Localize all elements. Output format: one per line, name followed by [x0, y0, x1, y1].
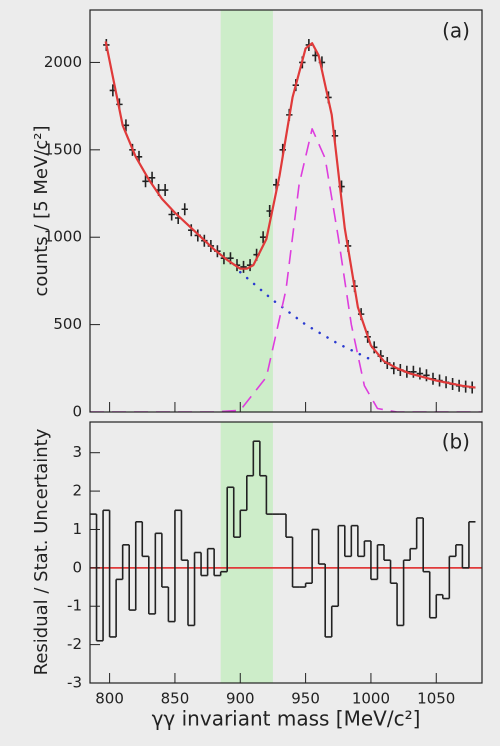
x-tick-label: 800	[95, 690, 124, 708]
x-tick-label: 1000	[352, 690, 390, 708]
fit-curve	[104, 41, 476, 389]
data-point	[181, 203, 188, 216]
data-point	[240, 260, 247, 273]
data-point	[148, 171, 156, 184]
y-tick-label: 1	[72, 520, 82, 538]
x-tick-label: 1050	[417, 690, 455, 708]
data-point	[416, 367, 424, 380]
y-tick-label: -1	[67, 597, 82, 615]
fit-curve	[90, 128, 482, 412]
x-tick-label: 900	[226, 690, 255, 708]
data-point	[142, 175, 149, 188]
y-tick-label: 500	[53, 315, 82, 333]
x-tick-label: 950	[291, 690, 320, 708]
y-tick-label: 2	[72, 482, 82, 500]
panel-label: (a)	[442, 19, 470, 43]
y-axis-label: Residual / Stat. Uncertainty	[31, 428, 52, 675]
plot-area	[90, 422, 482, 683]
x-axis-label: γγ invariant mass [MeV/c²]	[152, 707, 421, 731]
y-tick-label: 1500	[44, 140, 82, 158]
y-axis-label: counts / [5 MeV/c²]	[31, 126, 52, 297]
y-tick-label: -2	[67, 635, 82, 653]
data-point	[423, 369, 430, 382]
y-tick-label: 0	[72, 558, 82, 576]
y-tick-label: 0	[72, 403, 82, 421]
data-point	[161, 184, 169, 197]
data-point	[259, 231, 267, 244]
plot-frame	[89, 9, 483, 413]
plot-area	[90, 10, 482, 412]
data-point	[410, 365, 417, 378]
y-tick-label: -3	[67, 674, 82, 692]
highlight-band	[220, 10, 273, 412]
panel-label: (b)	[442, 430, 470, 454]
y-tick-label: 3	[72, 443, 82, 461]
x-tick-label: 850	[161, 690, 190, 708]
plot-frame	[89, 421, 483, 684]
y-tick-label: 2000	[44, 53, 82, 71]
highlight-band	[220, 422, 273, 683]
y-tick-label: 1000	[44, 228, 82, 246]
